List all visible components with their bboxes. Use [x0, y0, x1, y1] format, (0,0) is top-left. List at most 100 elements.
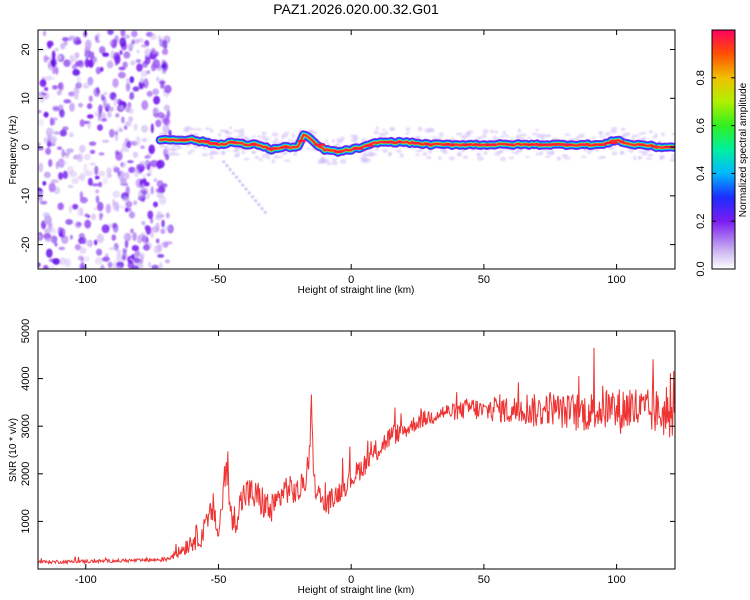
- spectrogram-noise-blob: [79, 119, 85, 127]
- spectrogram-halo-blob: [276, 155, 284, 159]
- spectrogram-halo-blob: [502, 130, 506, 136]
- spectrogram-noise-blob: [76, 154, 84, 163]
- spectrogram-noise-blob: [147, 261, 152, 268]
- spectrogram-halo-blob: [648, 130, 654, 134]
- spectrogram-halo-blob: [638, 155, 642, 160]
- spectrogram-noise-blob: [150, 47, 156, 55]
- spectrogram-noise-blob: [88, 141, 97, 146]
- spectrogram-halo-blob: [481, 133, 487, 139]
- spectrogram-tail-blob: [241, 183, 245, 187]
- spectrogram-noise-blob: [45, 147, 52, 155]
- spectrogram-noise-blob: [68, 132, 74, 138]
- spectrogram-noise-blob: [122, 61, 128, 69]
- spectrogram-x-label: Height of straight line (km): [298, 285, 415, 296]
- spectrogram-noise-blob: [162, 123, 170, 134]
- spectrogram-halo-blob: [540, 137, 545, 142]
- spectrogram-halo-blob: [283, 131, 291, 135]
- spectrogram-halo-blob: [209, 128, 214, 133]
- spectrogram-noise-blob: [97, 112, 102, 122]
- spectrogram-noise-blob: [68, 35, 76, 41]
- spectrogram-halo-blob: [438, 132, 444, 138]
- spectrogram-halo-blob: [261, 131, 267, 135]
- spectrogram-halo-blob: [217, 132, 222, 138]
- spectrogram-noise-blob: [144, 48, 152, 57]
- spectrogram-halo-blob: [169, 147, 177, 152]
- spectrogram-noise-blob: [150, 217, 154, 224]
- spectrogram-noise-blob: [76, 206, 81, 217]
- spectrogram-halo-blob: [261, 134, 266, 140]
- spectrogram-noise-blob: [123, 232, 132, 242]
- spectrogram-halo-blob: [325, 139, 329, 143]
- spectrogram-halo-blob: [331, 161, 338, 166]
- spectrogram-noise-blob: [42, 180, 47, 186]
- spectrogram-noise-blob: [104, 252, 109, 261]
- spectrogram-noise-blob: [156, 210, 163, 221]
- spectrogram-halo-blob: [382, 148, 388, 153]
- spectrogram-halo-blob: [508, 156, 514, 160]
- spectrogram-noise-blob: [107, 261, 113, 269]
- spectrogram-halo-blob: [633, 155, 637, 161]
- spectrogram-halo-blob: [261, 153, 266, 159]
- spectrogram-halo-blob: [271, 132, 279, 137]
- colorbar-ticks: 0.0 0.2 0.4 0.6 0.8: [695, 70, 735, 277]
- spectrogram-noise-blob: [138, 80, 145, 90]
- spectrogram-noise-blob: [147, 210, 154, 220]
- spectrogram-halo-blob: [241, 150, 246, 155]
- snr-xtick-label: 100: [607, 574, 625, 586]
- spectrogram-halo-blob: [194, 128, 202, 131]
- spectrogram-noise-blob: [160, 228, 166, 235]
- spectrogram-tail-blob: [247, 191, 251, 195]
- spectrogram-noise-blob: [52, 85, 58, 90]
- spectrogram-halo-blob: [336, 137, 341, 143]
- spectrogram-halo-blob: [671, 133, 675, 136]
- spectrogram-halo-blob: [628, 148, 634, 154]
- spectrogram-noise-blob: [52, 106, 60, 112]
- spectrogram-halo-blob: [525, 155, 530, 158]
- spectrogram-noise-blob: [142, 244, 150, 251]
- spectrogram-noise-blob: [60, 42, 66, 50]
- spectrogram-noise-blob: [140, 70, 148, 78]
- spectrogram-noise-blob: [79, 172, 86, 182]
- spectrogram-noise-blob: [74, 221, 82, 229]
- snr-frame: [37, 330, 676, 570]
- spectrogram-tail-blob: [250, 195, 254, 199]
- spectrogram-halo-blob: [466, 130, 474, 134]
- spectrogram-tail-blob: [244, 187, 248, 191]
- spectrogram-noise-blob: [110, 39, 118, 49]
- spectrogram-noise-blob: [44, 75, 52, 81]
- spectrogram-noise-blob: [120, 30, 126, 37]
- spectrogram-noise-blob: [83, 153, 91, 161]
- spectrogram-noise-blob: [151, 264, 160, 269]
- spectrogram-noise-blob: [124, 207, 129, 213]
- spectrogram-halo-blob: [646, 153, 654, 157]
- spectrogram-noise-blob: [120, 177, 127, 185]
- spectrogram-halo-blob: [477, 135, 483, 140]
- spectrogram-noise-blob: [150, 159, 158, 168]
- spectrogram-halo-blob: [531, 132, 539, 136]
- spectrogram-noise-blob: [155, 222, 160, 233]
- spectrogram-halo-blob: [654, 133, 658, 138]
- spectrogram-noise-blob: [78, 102, 84, 108]
- spectrogram-noise-blob: [139, 253, 144, 264]
- spectrogram-noise-blob: [111, 234, 117, 241]
- spectrogram-noise-blob: [150, 167, 155, 171]
- spectrogram-noise-blob: [97, 201, 104, 212]
- spectrogram-noise-blob: [155, 238, 160, 244]
- spectrogram-halo-blob: [339, 159, 347, 164]
- spectrogram-halo-blob: [517, 128, 522, 134]
- spectrogram-halo-blob: [352, 141, 359, 144]
- spectrogram-halo-blob: [264, 137, 270, 142]
- spectrogram-halo-blob: [311, 130, 317, 135]
- spectrogram-halo-blob: [417, 126, 423, 132]
- spectrogram-noise-blob: [57, 158, 65, 168]
- spectrogram-halo-blob: [273, 155, 279, 159]
- spectrogram-halo-blob: [274, 137, 279, 141]
- spectrogram-noise-blob: [95, 195, 100, 204]
- spectrogram-noise-blob: [96, 233, 105, 244]
- spectrogram-noise-blob: [125, 185, 130, 196]
- spectrogram-halo-blob: [159, 145, 163, 148]
- spectrogram-noise-blob: [38, 146, 44, 151]
- spectrogram-noise-blob: [88, 59, 94, 68]
- spectrogram-noise-blob: [134, 168, 139, 178]
